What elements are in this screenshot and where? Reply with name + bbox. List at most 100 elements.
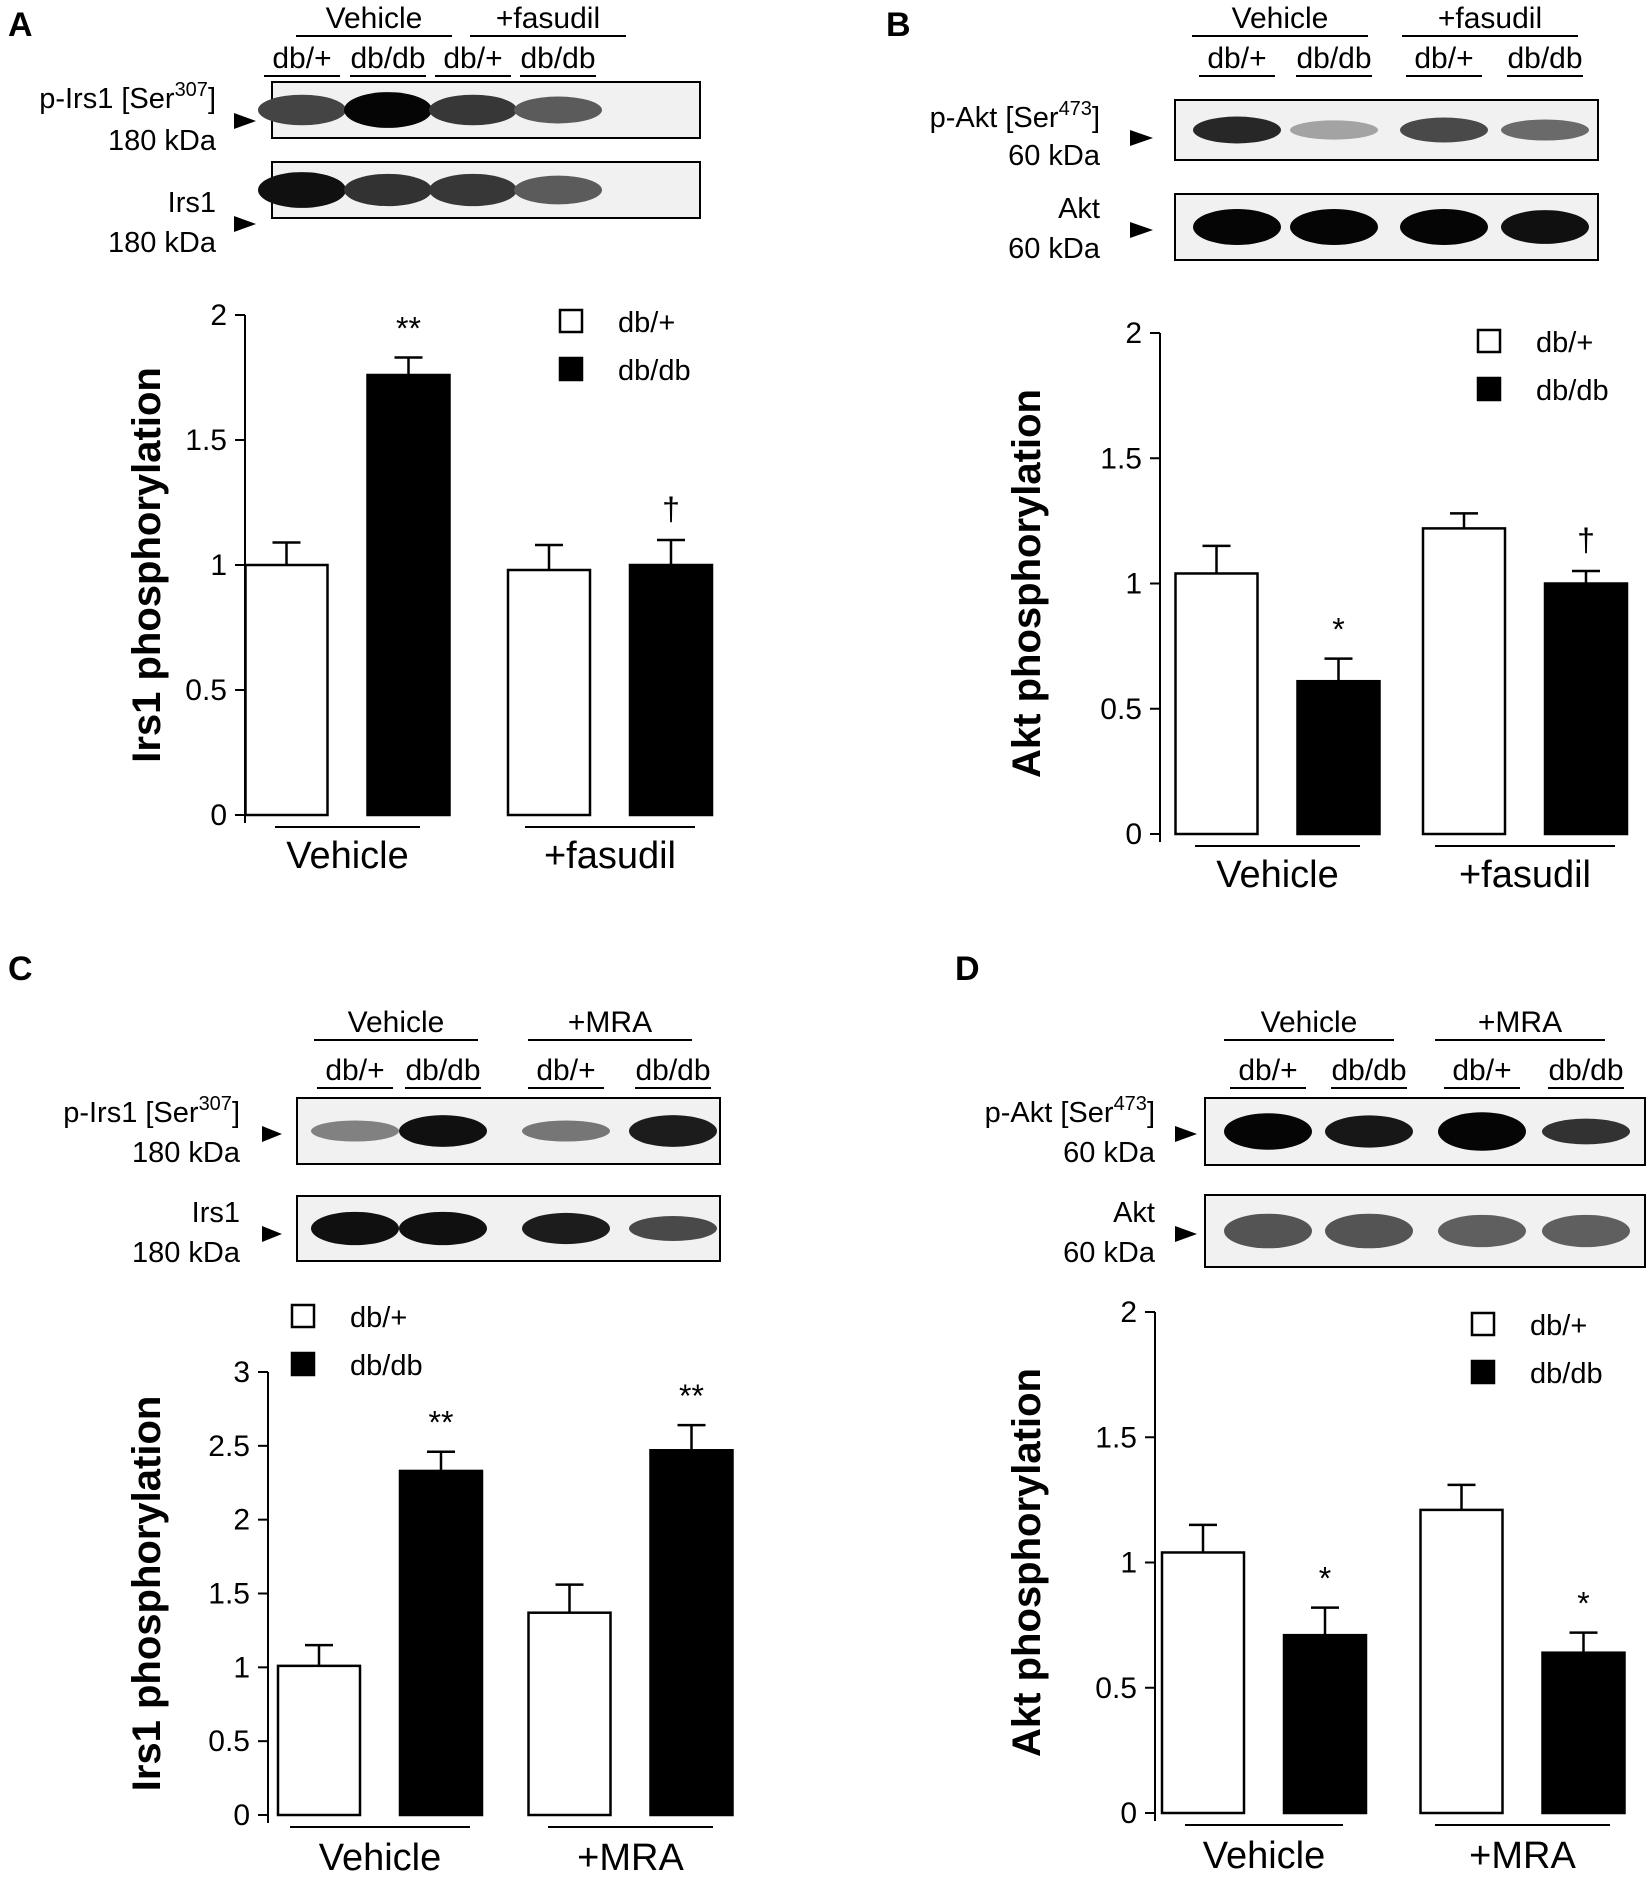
panel-letter: B: [886, 6, 911, 44]
lane-label: db/+: [1207, 42, 1266, 75]
lane-label: db/+: [1452, 1054, 1511, 1087]
legend-swatch: [1476, 328, 1502, 354]
blot-band: [1400, 117, 1488, 143]
panel-letter: D: [955, 950, 980, 988]
legend-swatch: [558, 356, 584, 382]
blot-band: [429, 173, 517, 207]
y-tick-label: 0.5: [185, 674, 227, 707]
blot-band: [399, 1211, 487, 1246]
blot-label: p-Akt [Ser473]: [985, 1093, 1155, 1129]
legend-swatch: [290, 1351, 316, 1377]
blot-mw-label: 60 kDa: [1008, 233, 1101, 265]
blot-band: [1193, 116, 1281, 144]
blot-label: p-Irs1 [Ser307]: [39, 79, 216, 115]
legend-label: db/+: [350, 1302, 407, 1334]
blot-band: [1224, 1213, 1312, 1249]
x-category-label: Vehicle: [319, 1837, 442, 1879]
blot-group-label: Vehicle: [326, 2, 423, 35]
y-tick-label: 1.5: [208, 1578, 250, 1611]
blot-band: [399, 1115, 487, 1147]
y-tick-label: 2: [1120, 1296, 1137, 1329]
lane-label: db/db: [1548, 1054, 1623, 1087]
y-axis-label: Irs1 phosphorylation: [125, 367, 169, 763]
blot-label: Irs1: [168, 187, 216, 219]
y-tick-label: 2: [1125, 317, 1142, 350]
panel-letter: C: [8, 950, 33, 988]
bar-db-plus: [244, 563, 329, 817]
significance-mark: **: [679, 1378, 704, 1414]
x-category-label: +fasudil: [1459, 854, 1591, 896]
blot-band: [1193, 209, 1281, 245]
blot-label: p-Akt [Ser473]: [930, 98, 1100, 134]
y-tick-label: 2: [210, 299, 227, 332]
y-tick-label: 0: [210, 799, 227, 832]
legend-swatch: [1476, 376, 1502, 402]
lane-label: db/+: [1414, 42, 1473, 75]
blot-group-label: +MRA: [1478, 1006, 1562, 1039]
blot-mw-label: 180 kDa: [132, 1237, 241, 1269]
y-tick-label: 3: [233, 1356, 250, 1389]
blot-band: [1501, 119, 1589, 141]
panel-c: C Vehicle +MRA db/+ db/db db/+ db/db p-Irs1 [Se…: [8, 950, 734, 1879]
bar-db-plus: [506, 568, 592, 817]
lane-label: db/db: [350, 42, 425, 75]
lane-label: db/+: [443, 42, 502, 75]
y-tick-label: 1.5: [1100, 442, 1142, 475]
panel-letter: A: [8, 6, 33, 44]
arrow-icon: [1175, 1226, 1197, 1242]
panel-d: D Vehicle +MRA db/+ db/db db/+ db/db p-Akt [Ser…: [955, 950, 1646, 1877]
blot-mw-label: 60 kDa: [1063, 1137, 1156, 1169]
legend-label: db/+: [1530, 1310, 1587, 1342]
blot-band: [258, 94, 346, 126]
arrow-icon: [234, 216, 256, 232]
y-tick-label: 0.5: [1100, 693, 1142, 726]
blot-band: [1542, 1214, 1630, 1248]
y-tick-label: 0.5: [208, 1725, 250, 1758]
blot-label: p-Irs1 [Ser307]: [63, 1093, 240, 1129]
legend-swatch: [1470, 1311, 1496, 1337]
lane-label: db/db: [1331, 1054, 1406, 1087]
blot-band: [1438, 1112, 1526, 1151]
significance-mark: *: [1319, 1561, 1331, 1597]
blot-band: [258, 172, 346, 208]
blot-group-label: Vehicle: [1232, 2, 1329, 35]
arrow-icon: [1130, 130, 1153, 146]
blot-label: Irs1: [192, 1197, 240, 1229]
panel-a: A Vehicle +fasudil db/+ db/db db/+ db/db p-Irs1…: [8, 2, 714, 877]
significance-mark: †: [662, 491, 680, 527]
x-category-label: Vehicle: [1203, 1835, 1326, 1877]
significance-mark: **: [396, 311, 421, 347]
y-tick-label: 0.5: [1095, 1672, 1137, 1705]
lane-label: db/db: [520, 42, 595, 75]
blot-band: [311, 1120, 399, 1142]
blot-label: Akt: [1058, 193, 1100, 225]
legend-label: db/db: [1536, 375, 1609, 407]
y-tick-label: 1.5: [185, 424, 227, 457]
bar-db-plus: [1160, 1551, 1246, 1815]
y-tick-label: 1.5: [1095, 1421, 1137, 1454]
blot-band: [629, 1115, 717, 1147]
x-category-label: +fasudil: [544, 835, 676, 877]
legend-swatch: [290, 1303, 316, 1329]
y-tick-label: 0: [1120, 1797, 1137, 1830]
blot-mw-label: 180 kDa: [108, 125, 217, 157]
arrow-icon: [1175, 1126, 1197, 1142]
significance-mark: †: [1577, 522, 1595, 558]
arrow-icon: [262, 1226, 282, 1242]
legend-label: db/+: [618, 307, 675, 339]
y-axis-label: Irs1 phosphorylation: [125, 1396, 169, 1792]
blot-band: [629, 1216, 717, 1241]
blot-band: [429, 94, 517, 126]
blot-band: [1224, 1113, 1312, 1150]
blot-group-label: +MRA: [568, 1006, 652, 1039]
y-tick-label: 1: [210, 549, 227, 582]
lane-label: db/+: [1238, 1054, 1297, 1087]
y-tick-label: 2.5: [208, 1430, 250, 1463]
bar-db-db: [628, 563, 714, 817]
blot-band: [1290, 120, 1378, 140]
blot-band: [514, 175, 602, 205]
blot-band: [522, 1120, 610, 1142]
bar-chart: 0 0.5 1 1.5 2 Akt phosphorylation * Vehicle * +MR…: [1005, 1296, 1626, 1877]
y-tick-label: 1: [1120, 1547, 1137, 1580]
